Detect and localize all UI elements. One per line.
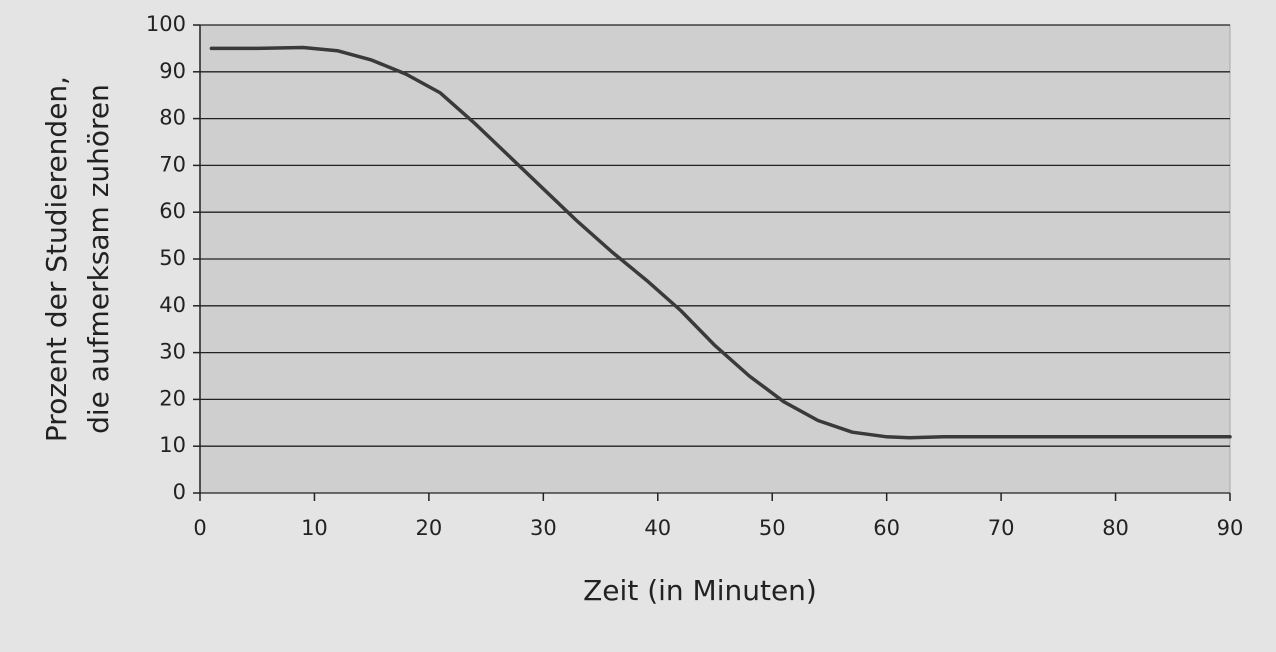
x-tick-label: 50 <box>759 516 786 540</box>
y-tick-label: 0 <box>173 480 186 504</box>
y-tick-label: 60 <box>159 199 186 223</box>
y-tick-label: 70 <box>159 152 186 176</box>
x-tick-label: 70 <box>988 516 1015 540</box>
x-tick-label: 30 <box>530 516 557 540</box>
y-tick-label: 20 <box>159 386 186 410</box>
x-tick-label: 90 <box>1217 516 1244 540</box>
x-tick-label: 40 <box>644 516 671 540</box>
y-tick-label: 40 <box>159 293 186 317</box>
y-axis-label: Prozent der Studierenden, <box>40 76 73 442</box>
y-tick-label: 80 <box>159 106 186 130</box>
x-tick-label: 10 <box>301 516 328 540</box>
y-tick-label: 10 <box>159 433 186 457</box>
x-tick-label: 60 <box>873 516 900 540</box>
data-line <box>209 45 1232 440</box>
x-tick-label: 20 <box>416 516 443 540</box>
y-tick-label: 90 <box>159 59 186 83</box>
y-tick-label: 50 <box>159 246 186 270</box>
y-axis-label: die aufmerksam zuhören <box>82 84 115 434</box>
x-axis-label: Zeit (in Minuten) <box>583 574 817 607</box>
x-tick-label: 80 <box>1102 516 1129 540</box>
y-tick-label: 100 <box>146 12 186 36</box>
y-tick-label: 30 <box>159 340 186 364</box>
x-tick-label: 0 <box>193 516 206 540</box>
